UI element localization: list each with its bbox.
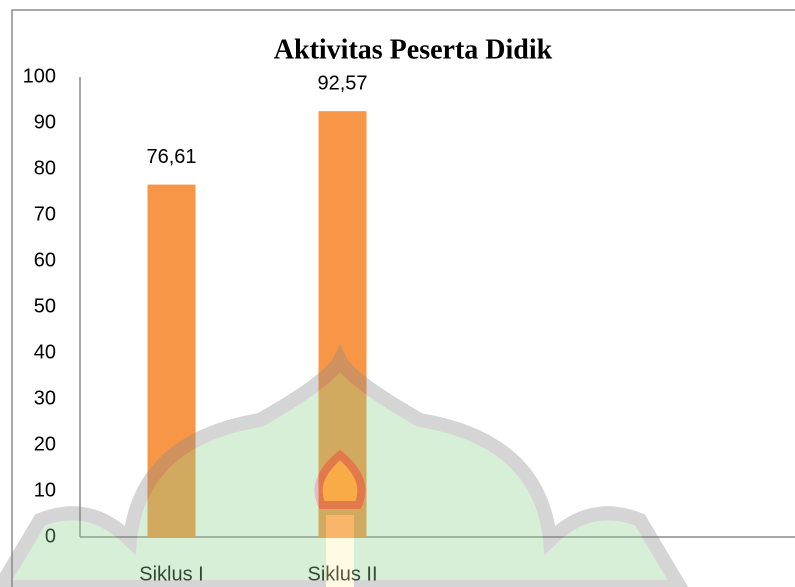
chart-title: Aktivitas Peserta Didik (274, 34, 553, 65)
watermark (0, 360, 680, 587)
y-tick-label: 90 (34, 111, 56, 133)
y-tick-label: 20 (34, 433, 56, 455)
chart: 0102030405060708090100Siklus I76,61Siklu… (0, 0, 795, 587)
y-tick-label: 30 (34, 387, 56, 409)
y-tick-label: 100 (23, 65, 56, 87)
watermark-candle (326, 515, 354, 587)
data-label: 76,61 (146, 146, 196, 168)
y-tick-label: 70 (34, 203, 56, 225)
y-tick-label: 50 (34, 295, 56, 317)
y-tick-label: 10 (34, 479, 56, 501)
y-tick-label: 60 (34, 249, 56, 271)
data-label: 92,57 (317, 72, 367, 94)
y-tick-label: 40 (34, 341, 56, 363)
y-tick-label: 80 (34, 157, 56, 179)
